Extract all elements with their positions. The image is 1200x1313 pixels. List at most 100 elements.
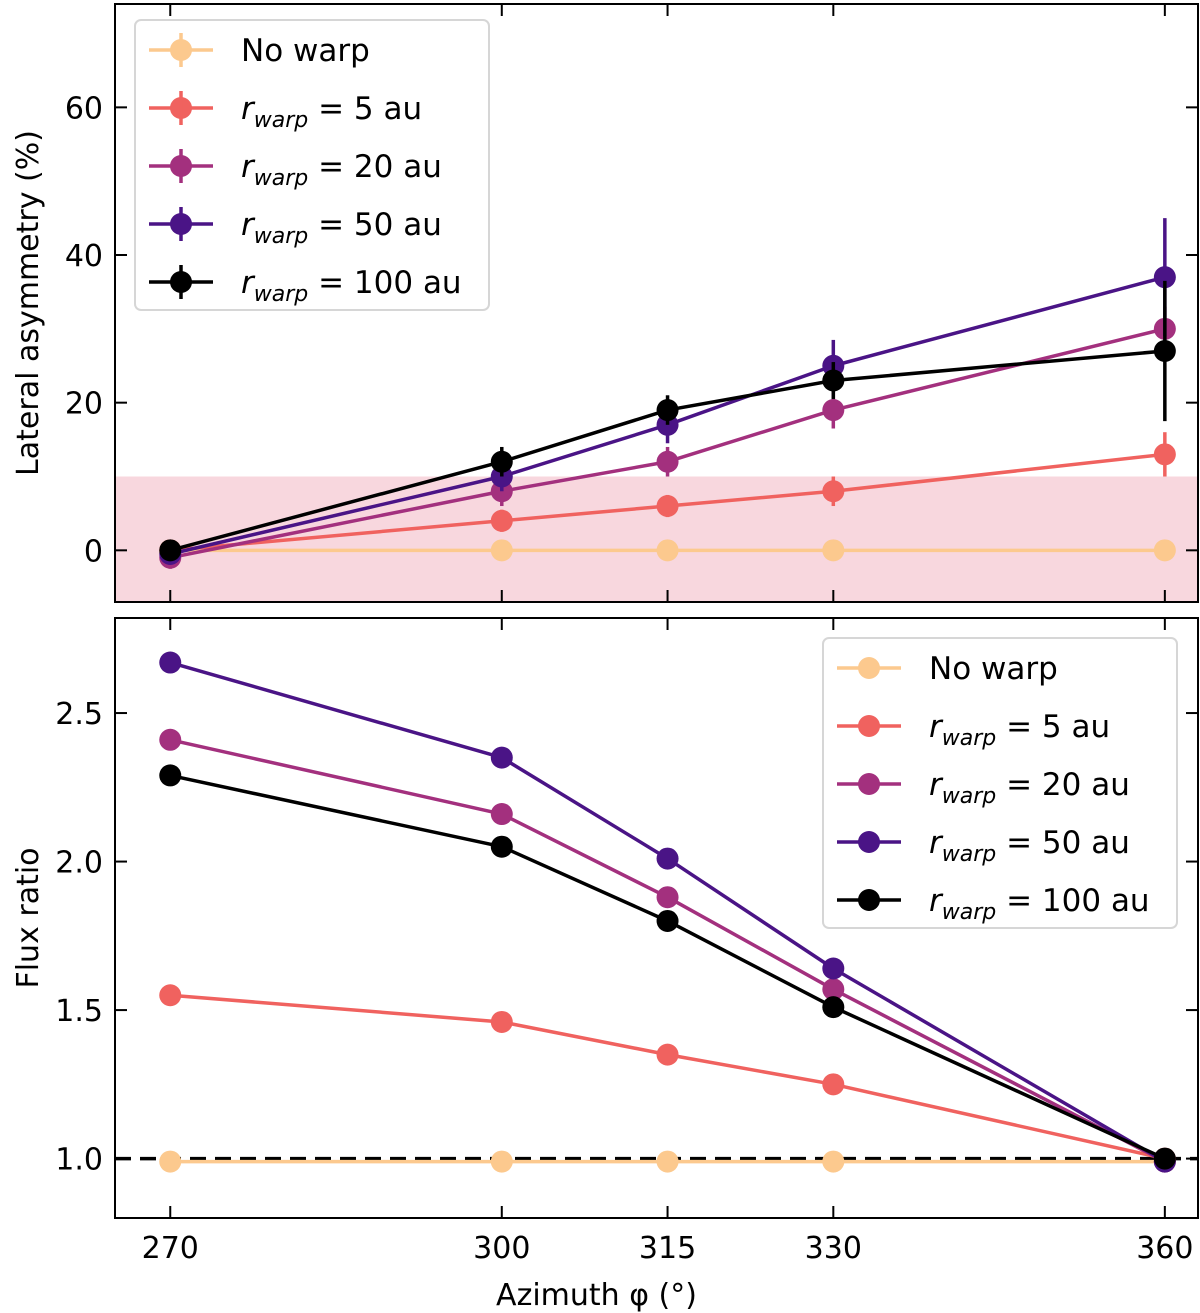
y-tick-label: 1.5 — [55, 994, 103, 1029]
series-group — [159, 651, 1176, 1173]
data-point — [656, 1150, 679, 1173]
legend-item: rwarp = 100 au — [149, 265, 462, 307]
data-point — [159, 651, 182, 674]
x-tick-label: 270 — [142, 1231, 199, 1266]
legend-label-sub: warp — [942, 900, 996, 925]
legend-label-suffix: = 5 au — [308, 91, 422, 127]
y-tick-label: 0 — [84, 534, 103, 569]
legend-label-suffix: = 20 au — [308, 149, 442, 185]
data-point — [490, 509, 513, 532]
legend-frame — [822, 637, 1178, 929]
legend-label-name: r — [929, 709, 944, 745]
data-point — [1153, 443, 1176, 466]
legend-label-sub: warp — [942, 726, 996, 751]
legend-label-sub: warp — [942, 784, 996, 809]
legend-label-sub: warp — [942, 842, 996, 867]
x-tick-label: 315 — [639, 1231, 696, 1266]
series-group — [159, 218, 1176, 569]
y-tick-label: 2.5 — [55, 697, 103, 732]
legend-label-name: r — [929, 767, 944, 803]
data-point — [490, 835, 513, 858]
legend-swatch-marker — [858, 831, 880, 853]
data-point — [822, 1150, 845, 1173]
legend-item: rwarp = 5 au — [149, 91, 422, 133]
legend-label-sub: warp — [254, 166, 308, 191]
legend-label-suffix: = 5 au — [996, 709, 1110, 745]
legend-label: rwarp = 5 au — [929, 709, 1110, 751]
data-point — [822, 539, 845, 562]
data-point — [159, 764, 182, 787]
y-axis-label: Lateral asymmetry (%) — [11, 130, 46, 476]
data-point — [822, 369, 845, 392]
data-point — [490, 1010, 513, 1033]
data-point — [656, 909, 679, 932]
data-point — [490, 1150, 513, 1173]
legend-label: rwarp = 100 au — [241, 265, 462, 307]
legend-swatch-marker — [858, 889, 880, 911]
data-point — [822, 480, 845, 503]
legend-label-name: r — [929, 825, 944, 861]
legend-item: rwarp = 5 au — [837, 709, 1110, 751]
data-point — [656, 847, 679, 870]
data-point — [822, 996, 845, 1019]
data-point — [822, 978, 845, 1001]
data-point — [490, 803, 513, 826]
legend-label-suffix: = 50 au — [308, 207, 442, 243]
legend-label-name: No warp — [929, 651, 1058, 687]
legend-label-name: r — [241, 91, 256, 127]
data-point — [490, 746, 513, 769]
legend-swatch-marker — [858, 773, 880, 795]
legend-label-name: r — [241, 149, 256, 185]
legend-item: rwarp = 20 au — [149, 149, 442, 191]
legend-swatch-marker — [858, 657, 880, 679]
data-point — [656, 450, 679, 473]
x-tick-label: 300 — [473, 1231, 530, 1266]
x-tick-label: 330 — [805, 1231, 862, 1266]
legend-item: rwarp = 100 au — [837, 883, 1150, 925]
data-point — [1153, 266, 1176, 289]
legend-label-name: r — [929, 883, 944, 919]
y-axis-label: Flux ratio — [11, 847, 46, 988]
legend-item: No warp — [149, 33, 370, 69]
legend-frame — [134, 19, 490, 311]
legend-label: rwarp = 100 au — [929, 883, 1150, 925]
legend-label: rwarp = 5 au — [241, 91, 422, 133]
data-point — [822, 1073, 845, 1096]
legend-label: rwarp = 20 au — [241, 149, 442, 191]
legend-label: rwarp = 50 au — [241, 207, 442, 249]
data-point — [1153, 539, 1176, 562]
data-point — [656, 495, 679, 518]
data-point — [656, 1043, 679, 1066]
legend-label-sub: warp — [254, 282, 308, 307]
y-tick-label: 2.0 — [55, 846, 103, 881]
legend-label-name: r — [241, 207, 256, 243]
axes-frame — [114, 3, 1199, 603]
bottom-panel: 270 300 315 330 360 1.0 1.5 2.0 2.5 Flux ratio Azi… — [11, 617, 1199, 1313]
legend-label-sub: warp — [254, 224, 308, 249]
axes-frame — [114, 617, 1199, 1219]
legend-label: No warp — [241, 33, 370, 69]
legend-label-name: No warp — [241, 33, 370, 69]
legend-label-sub: warp — [254, 108, 308, 133]
data-point — [159, 1150, 182, 1173]
data-point — [490, 450, 513, 473]
legend-item: rwarp = 20 au — [837, 767, 1130, 809]
data-point — [822, 399, 845, 422]
data-point — [656, 539, 679, 562]
legend-label-suffix: = 20 au — [996, 767, 1130, 803]
legend-item: rwarp = 50 au — [149, 207, 442, 249]
legend-label-suffix: = 100 au — [308, 265, 461, 301]
x-axis-label: Azimuth φ (°) — [496, 1278, 697, 1313]
data-point — [490, 539, 513, 562]
y-tick-label: 20 — [65, 387, 103, 422]
legend-item: No warp — [837, 651, 1058, 687]
legend-swatch-marker — [858, 715, 880, 737]
data-point — [1153, 339, 1176, 362]
data-point — [822, 957, 845, 980]
y-tick-label: 60 — [65, 91, 103, 126]
data-point — [159, 539, 182, 562]
legend-label-suffix: = 100 au — [996, 883, 1149, 919]
